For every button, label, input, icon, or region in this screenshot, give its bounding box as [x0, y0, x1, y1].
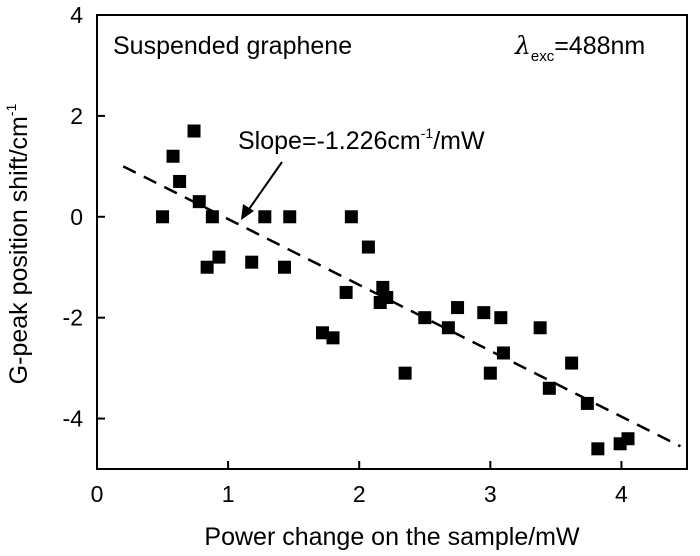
x-axis-ticks: 0 1 2 3 4	[91, 461, 628, 507]
fit-line	[122, 165, 682, 448]
data-point	[205, 210, 219, 224]
sample-label: Suspended graphene	[113, 32, 352, 60]
y-tick-label: 2	[70, 103, 83, 129]
y-axis-ticks: 4 2 0 -2 -4	[63, 2, 105, 432]
x-tick-label: 1	[222, 481, 235, 507]
y-axis-title-superscript: -1	[3, 103, 19, 116]
slope-superscript: -1	[421, 125, 434, 141]
data-point	[339, 285, 353, 299]
slope-suffix: /mW	[433, 127, 485, 155]
data-point	[441, 321, 455, 335]
excitation-wavelength-label: λexc=488nm	[514, 31, 645, 65]
data-point	[418, 311, 432, 325]
data-point	[326, 331, 340, 345]
x-tick-label: 3	[484, 481, 497, 507]
data-point	[483, 366, 497, 380]
data-point	[258, 210, 272, 224]
x-axis-title: Power change on the sample/mW	[204, 523, 580, 551]
y-tick-label: 0	[70, 204, 83, 230]
slope-label: Slope=-1.226cm-1/mW	[238, 125, 485, 155]
data-point	[580, 396, 594, 410]
data-point	[477, 306, 491, 320]
y-axis-title-main: G-peak position shift/cm	[5, 116, 33, 384]
data-point	[212, 250, 226, 264]
x-tick-label: 2	[353, 481, 366, 507]
data-point	[283, 210, 297, 224]
data-point	[496, 346, 510, 360]
lambda-value: =488nm	[554, 32, 645, 60]
data-point	[344, 210, 358, 224]
data-point	[277, 260, 291, 274]
y-tick-label: -4	[63, 406, 84, 432]
plot-frame	[96, 14, 688, 470]
data-point	[245, 255, 259, 269]
data-point	[316, 326, 330, 340]
data-points	[156, 124, 635, 456]
data-point	[380, 290, 394, 304]
data-point	[591, 442, 605, 456]
data-point	[494, 311, 508, 325]
data-point	[156, 210, 170, 224]
data-point	[187, 124, 201, 138]
data-point	[376, 280, 390, 294]
lambda-symbol: λ	[514, 31, 531, 60]
data-point	[200, 260, 214, 274]
y-axis-title: G-peak position shift/cm-1	[3, 103, 33, 384]
data-point	[173, 174, 187, 188]
data-point	[542, 381, 556, 395]
data-point	[451, 301, 465, 315]
slope-prefix: Slope=-1.226cm	[238, 127, 421, 155]
fit-line-group	[122, 165, 682, 448]
data-point	[192, 195, 206, 209]
lambda-subscript: exc	[531, 48, 555, 65]
y-tick-label: -2	[63, 305, 83, 331]
data-point	[533, 321, 547, 335]
data-point	[361, 240, 375, 254]
data-point	[398, 366, 412, 380]
x-tick-label: 0	[91, 481, 104, 507]
data-point	[621, 432, 635, 446]
slope-arrow-shaft	[246, 161, 283, 213]
data-point	[565, 356, 579, 370]
slope-arrow-head	[241, 204, 254, 220]
y-tick-label: 4	[70, 2, 83, 28]
x-tick-label: 4	[615, 481, 628, 507]
data-point	[166, 149, 180, 163]
